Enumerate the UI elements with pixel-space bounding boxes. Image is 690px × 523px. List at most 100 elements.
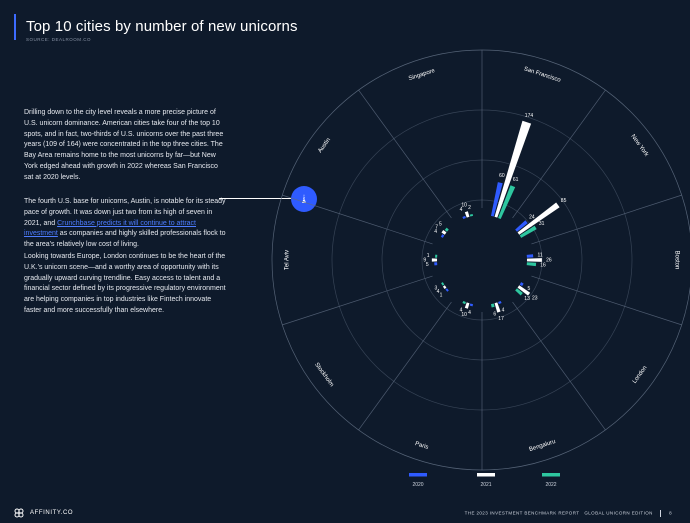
grid-ring [271, 49, 690, 471]
value-label-paris-2020: 4 [468, 310, 471, 316]
value-label-new-york-2020: 24 [529, 214, 535, 220]
page-title: Top 10 cities by number of new unicorns [26, 18, 298, 35]
bar-tel-aviv-2021 [431, 258, 438, 262]
paragraph-austin: The fourth U.S. base for unicorns, Austi… [24, 197, 226, 251]
value-label-boston-2021: 26 [546, 257, 552, 263]
grid-spoke [282, 194, 433, 245]
value-label-austin-2022: 5 [439, 222, 442, 228]
value-label-austin-2021: 7 [435, 224, 438, 230]
bar-stockholm-2020 [445, 288, 449, 292]
value-label-new-york-2021: 85 [561, 198, 567, 204]
value-label-san-francisco-2021: 174 [525, 113, 534, 119]
bar-san-francisco-2022 [498, 185, 516, 220]
value-label-bengaluru-2022: 6 [493, 311, 496, 317]
page-number: 8 [669, 510, 672, 516]
value-label-stockholm-2021: 4 [437, 289, 440, 295]
bar-austin-2021 [441, 229, 447, 235]
bar-tel-aviv-2020 [434, 262, 438, 266]
grid-spoke [282, 275, 433, 326]
grid-spoke [531, 275, 682, 326]
city-label-stockholm: Stockholm [313, 362, 334, 388]
city-label-austin: Austin [317, 137, 332, 154]
paragraph-london: Looking towards Europe, London continues… [24, 253, 226, 314]
value-label-singapore-2022: 2 [468, 205, 471, 211]
legend-swatch-2021 [477, 473, 495, 477]
city-label-paris: Paris [414, 441, 429, 451]
city-label-new-york: New York [629, 134, 649, 159]
grid-spoke [531, 194, 682, 245]
city-label-boston: Boston [673, 251, 679, 270]
bar-bengaluru-2021 [494, 302, 501, 313]
bar-boston-2020 [526, 254, 534, 258]
bar-london-2021 [517, 285, 531, 296]
source-note: SOURCE: DEALROOM.CO [26, 37, 92, 42]
bar-new-york-2021 [517, 202, 560, 235]
crunchbase-link[interactable]: Crunchbase predicts it will continue to … [24, 219, 196, 238]
value-label-san-francisco-2022: 61 [513, 177, 519, 183]
city-label-singapore: Singapore [408, 68, 437, 82]
value-label-tel-aviv-2021: 9 [423, 257, 426, 263]
bar-bengaluru-2022 [490, 303, 495, 308]
paragraph-austin-text-end: as companies and highly skilled professi… [24, 230, 226, 249]
legend-swatch-2020 [409, 473, 427, 477]
value-label-london-2021: 23 [532, 296, 538, 302]
footer-edition: GLOBAL UNICORN EDITION [584, 510, 653, 516]
bar-stockholm-2022 [441, 282, 445, 286]
bar-boston-2022 [526, 262, 537, 267]
grid-spoke [512, 89, 606, 219]
value-label-singapore-2021: 10 [461, 202, 467, 208]
chart-bars [431, 120, 560, 313]
value-label-bengaluru-2020: 4 [502, 307, 505, 313]
bar-new-york-2020 [515, 220, 528, 232]
footer-separator [660, 510, 662, 517]
grid-spoke [358, 89, 452, 219]
bar-san-francisco-2020 [490, 182, 503, 217]
city-label-london: London [632, 365, 649, 385]
legend-label-2020: 2020 [412, 482, 423, 488]
value-label-austin-2020: 4 [434, 229, 437, 235]
footer-report-title: THE 2023 INVESTMENT BENCHMARK REPORT [464, 510, 580, 516]
bar-austin-2022 [444, 227, 449, 232]
value-label-san-francisco-2020: 60 [499, 173, 505, 179]
bar-paris-2022 [462, 300, 466, 305]
chart-legend: 2020 2021 2022 [409, 473, 560, 488]
legend-swatch-2022 [542, 473, 560, 477]
bar-bengaluru-2020 [498, 300, 502, 305]
legend-label-2022: 2022 [545, 482, 556, 488]
value-label-singapore-2020: 4 [460, 207, 463, 213]
paragraph-austin-text: The fourth U.S. base for unicorns, Austi… [24, 198, 226, 227]
value-label-paris-2021: 10 [461, 312, 467, 318]
footer-brand[interactable]: AFFINITY.CO [14, 508, 73, 518]
bar-austin-2020 [440, 234, 445, 238]
bar-paris-2020 [469, 303, 474, 307]
bar-san-francisco-2021 [494, 120, 532, 218]
value-label-boston-2022: 16 [540, 262, 546, 268]
paragraph-us-dominance: Drilling down to the city level reveals … [24, 109, 224, 181]
bar-london-2020 [519, 282, 524, 287]
value-label-boston-2020: 11 [538, 253, 543, 259]
value-label-tel-aviv-2020: 5 [426, 262, 429, 268]
title-accent-bar [14, 14, 16, 40]
value-label-london-2022: 13 [524, 296, 530, 302]
value-label-stockholm-2020: 1 [440, 293, 443, 299]
value-label-bengaluru-2021: 17 [498, 316, 504, 322]
bar-singapore-2021 [464, 211, 470, 218]
city-label-tel-aviv: Tel Aviv [285, 250, 291, 270]
value-label-paris-2022: 4 [460, 307, 463, 313]
bar-boston-2021 [526, 258, 542, 262]
chart-grid [271, 49, 690, 471]
city-label-bengaluru: Bengaluru [528, 439, 556, 453]
grid-spoke [358, 301, 452, 431]
footer-brand-label: AFFINITY.CO [30, 510, 74, 516]
bar-london-2022 [515, 288, 523, 296]
bar-tel-aviv-2022 [435, 254, 438, 258]
austin-callout-line [219, 198, 291, 199]
bar-paris-2021 [464, 302, 470, 309]
footer-report-info: THE 2023 INVESTMENT BENCHMARK REPORT GLO… [465, 510, 672, 517]
value-label-stockholm-2022: 3 [434, 285, 437, 291]
grid-spoke [512, 301, 606, 431]
value-label-london-2020: 5 [527, 286, 530, 292]
city-label-san-francisco: San Francisco [523, 66, 562, 84]
value-label-new-york-2022: 31 [539, 221, 545, 227]
